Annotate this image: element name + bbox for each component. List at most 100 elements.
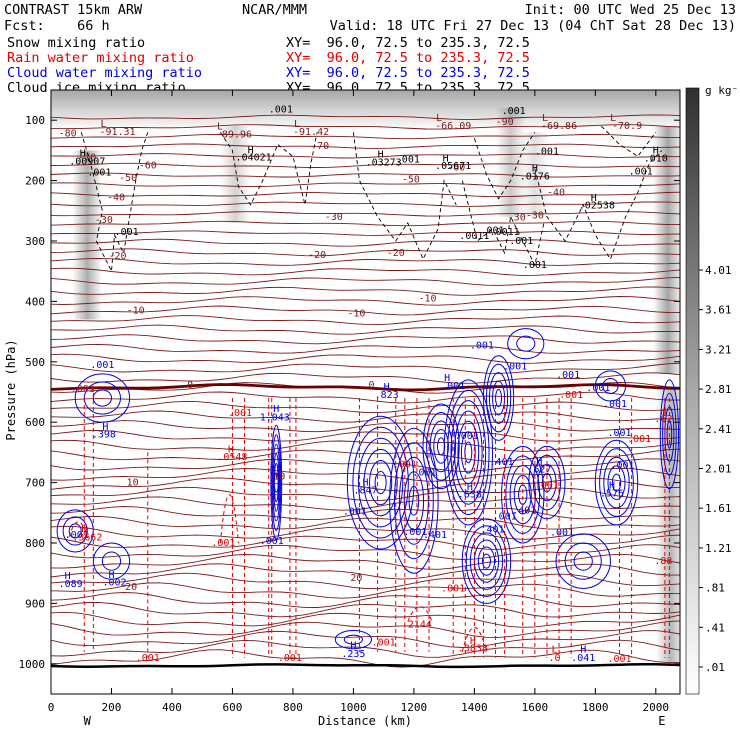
- snow-label: .001: [269, 104, 293, 115]
- cloud-water-label: .001: [260, 536, 284, 547]
- cloud-water-contour: [398, 456, 429, 545]
- extremum-marker: H: [102, 422, 108, 433]
- cloud-water-contour: [611, 473, 622, 492]
- x-tick-label: 1800: [582, 701, 609, 714]
- cloud-water-contour: [437, 437, 446, 456]
- cloud-water-label: .001: [493, 511, 517, 522]
- rain-label: .0548: [217, 452, 247, 463]
- temperature-isotherm: [51, 153, 680, 159]
- extremum-marker: H: [532, 164, 538, 175]
- snow-label: .001: [523, 260, 547, 271]
- extremum-marker: H: [653, 145, 659, 156]
- rain-label: .62: [654, 414, 672, 425]
- extremum-marker: H: [378, 150, 384, 161]
- temperature-isotherm: [51, 400, 680, 414]
- rain-label: .001: [607, 654, 631, 665]
- surface-line: [51, 663, 680, 669]
- cloud-water-label: .576: [600, 488, 624, 499]
- temperature-isotherm: [51, 211, 680, 217]
- y-tick-label: 500: [25, 356, 45, 369]
- temperature-isotherm: [51, 467, 680, 482]
- cloud-water-label: .001: [586, 383, 610, 394]
- colorbar-tick-label: .41: [705, 621, 725, 634]
- cloud-water-label: .001: [550, 528, 574, 539]
- temperature-extremum-marker: L: [610, 113, 616, 124]
- y-tick-label: 600: [25, 416, 45, 429]
- extremum-marker: H: [273, 404, 279, 415]
- colorbar-tick-label: 4.01: [705, 264, 732, 277]
- endpoint-west: W: [84, 714, 92, 728]
- cloud-water-contour: [56, 509, 94, 553]
- cloud-water-contour: [101, 551, 122, 571]
- y-tick-label: 400: [25, 295, 45, 308]
- colorbar-ticks: .01 .41 .81 1.21 1.61 2.01 2.41 2.81 3.21 3.61 4.0…: [699, 264, 732, 674]
- y-tick-label: 200: [25, 175, 45, 188]
- extremum-marker: L: [551, 644, 557, 655]
- rain-label: .001: [278, 653, 302, 664]
- temperature-isotherm: [51, 143, 680, 149]
- extremum-marker: H: [536, 456, 542, 467]
- rain-label: .3662: [72, 533, 102, 544]
- y-tick-label: 900: [25, 597, 45, 610]
- temperature-isotherm: [51, 477, 680, 492]
- temperature-label: -60: [447, 162, 465, 173]
- temperature-label: -50: [119, 173, 137, 184]
- temperature-label: -70: [311, 141, 329, 152]
- cloud-water-contour: [62, 516, 88, 546]
- colorbar-tick-label: 2.01: [705, 463, 732, 476]
- rain-label: .001: [71, 384, 95, 395]
- snow-label: .001: [629, 167, 653, 178]
- temperature-label: 10: [127, 478, 139, 489]
- cloud-water-label: .001: [503, 362, 527, 373]
- rain-contour: [461, 627, 487, 652]
- temperature-isotherm: [51, 515, 680, 530]
- temperature-isotherm: [51, 649, 680, 668]
- x-tick-label: 1000: [340, 701, 367, 714]
- init-time: Init: 00 UTC Wed 25 Dec 13: [525, 2, 736, 18]
- y-tick-label: 1000: [19, 658, 46, 671]
- temperature-label: -80: [59, 128, 77, 139]
- rain-label: .001: [136, 653, 160, 664]
- extremum-marker: H: [80, 148, 86, 159]
- temperature-isotherm: [51, 410, 680, 423]
- snow-label: .001: [502, 106, 526, 117]
- cloud-water-label: .041: [571, 653, 595, 664]
- temperature-isotherm: [51, 238, 680, 247]
- cloud-water-label: .847: [353, 485, 377, 496]
- cloud-water-contour: [369, 460, 393, 506]
- cloud-water-contour: [460, 431, 476, 474]
- temperature-label: 0: [369, 380, 375, 391]
- cloud-water-contour: [469, 532, 504, 590]
- snow-shade-column: [519, 132, 550, 217]
- temperature-isotherm: [51, 162, 680, 168]
- extremum-marker: H: [384, 382, 390, 393]
- rain-label: .3838: [458, 644, 488, 655]
- extremum-marker: H: [580, 644, 586, 655]
- temperature-isotherm: [51, 572, 680, 590]
- ice-maximum-label: .04021: [236, 153, 272, 164]
- cloud-water-label: .001: [556, 370, 580, 381]
- temperature-isotherm: [51, 429, 680, 442]
- temperature-extremum-marker: L: [436, 113, 442, 124]
- temperature-label: -20: [108, 251, 126, 262]
- cloud-water-contour: [507, 328, 545, 360]
- temperature-label: -10: [347, 308, 365, 319]
- temperature-extremum-marker: L: [217, 121, 223, 132]
- cloud-water-label: .001: [412, 467, 436, 478]
- cloud-water-contour: [457, 420, 480, 484]
- cloud-water-label: .001: [470, 340, 494, 351]
- cloud-water-label: .401: [512, 505, 536, 516]
- temperature-label: -90: [496, 117, 514, 128]
- extremum-marker: H: [65, 571, 71, 582]
- cloud-water-contour: [374, 471, 387, 495]
- cloud-water-contour: [334, 630, 373, 650]
- snow-shade-top: [51, 90, 680, 130]
- snow-label: .001: [87, 168, 111, 179]
- temperature-isotherm: [51, 267, 680, 276]
- cloud-water-contour: [501, 445, 545, 544]
- ice-maximum-label: .0176: [520, 171, 550, 182]
- y-tick-label: 300: [25, 235, 45, 248]
- cloud-water-contour: [477, 546, 496, 576]
- snow-label: .001: [535, 147, 559, 158]
